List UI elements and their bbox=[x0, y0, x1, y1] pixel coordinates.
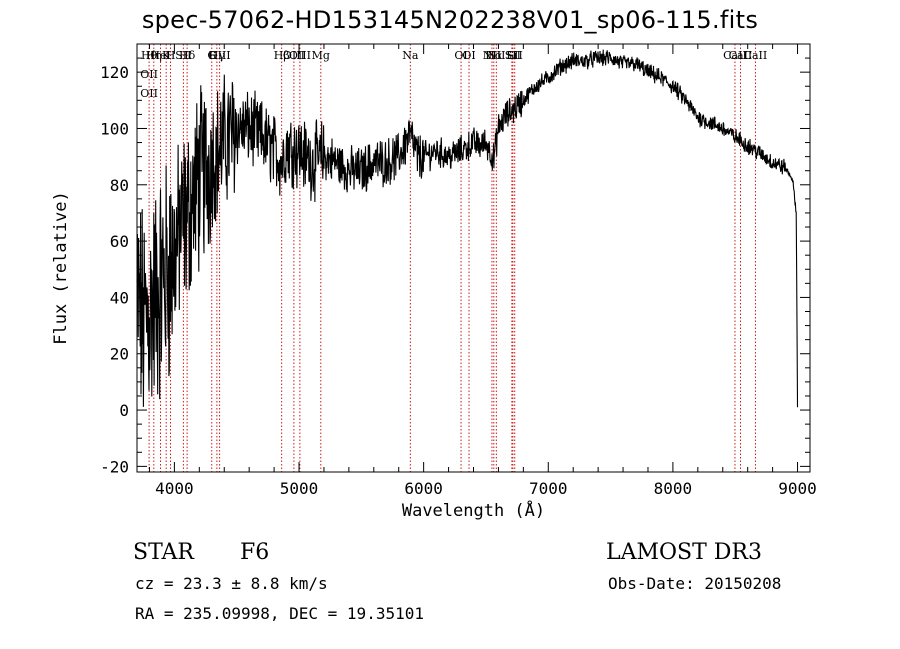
feature-label: OIII bbox=[209, 49, 231, 62]
x-tick-label: 9000 bbox=[778, 479, 817, 498]
y-tick-label: 80 bbox=[110, 176, 129, 195]
feature-label: SII bbox=[505, 49, 521, 62]
feature-label: Hθ bbox=[141, 49, 158, 62]
x-axis-label: Wavelength (Å) bbox=[402, 499, 545, 521]
feature-label: SII bbox=[175, 49, 191, 62]
feature-label: Hδ bbox=[179, 49, 196, 62]
y-tick-label: -20 bbox=[100, 457, 129, 476]
y-tick-label: 0 bbox=[119, 401, 129, 420]
x-tick-label: 6000 bbox=[404, 479, 443, 498]
y-tick-label: 60 bbox=[110, 232, 129, 251]
y-tick-label: 100 bbox=[100, 119, 129, 138]
plot-frame bbox=[136, 43, 811, 473]
feature-label: Hα bbox=[485, 49, 503, 62]
x-tick-label: 4000 bbox=[155, 479, 194, 498]
feature-label: H bbox=[166, 49, 176, 62]
feature-label: Li bbox=[506, 49, 517, 62]
y-axis-label: Flux (relative) bbox=[51, 191, 71, 345]
object-class: STAR bbox=[133, 540, 194, 565]
feature-label: OII bbox=[140, 68, 158, 81]
feature-label: HeI bbox=[150, 49, 170, 62]
survey-name: LAMOST DR3 bbox=[606, 540, 762, 565]
feature-label: Hη bbox=[146, 49, 162, 62]
feature-label: Hγ bbox=[209, 49, 226, 62]
feature-label: OI bbox=[462, 49, 475, 62]
observation-date: Obs-Date: 20150208 bbox=[608, 574, 782, 593]
x-tick-label: 5000 bbox=[280, 479, 319, 498]
feature-label: CaII bbox=[723, 49, 747, 62]
feature-label: SII bbox=[507, 49, 523, 62]
feature-label: OI bbox=[454, 49, 467, 62]
spectrum-line bbox=[136, 49, 799, 408]
feature-label: CaII bbox=[729, 49, 753, 62]
x-tick-label: 7000 bbox=[529, 479, 568, 498]
feature-label: OII bbox=[140, 87, 158, 100]
feature-label: CaII bbox=[744, 49, 768, 62]
redshift-velocity: cz = 23.3 ± 8.8 km/s bbox=[135, 574, 328, 593]
y-tick-label: 40 bbox=[110, 288, 129, 307]
feature-label: Mg bbox=[312, 49, 330, 62]
feature-label: Na bbox=[402, 49, 419, 62]
feature-label: K bbox=[162, 49, 171, 62]
feature-label: G bbox=[207, 49, 216, 62]
x-tick-label: 8000 bbox=[654, 479, 693, 498]
y-tick-label: 120 bbox=[100, 63, 129, 82]
feature-label: NII bbox=[487, 49, 505, 62]
feature-label: Hβ bbox=[274, 49, 290, 62]
feature-label: OIII bbox=[289, 49, 311, 62]
chart-title: spec-57062-HD153145N202238V01_sp06-115.f… bbox=[141, 6, 759, 34]
y-tick-label: 20 bbox=[110, 345, 129, 364]
feature-label: OIII bbox=[283, 49, 305, 62]
coordinates: RA = 235.09998, DEC = 19.35101 bbox=[135, 604, 424, 623]
feature-label: NII bbox=[483, 49, 501, 62]
spectral-subclass: F6 bbox=[240, 540, 270, 565]
